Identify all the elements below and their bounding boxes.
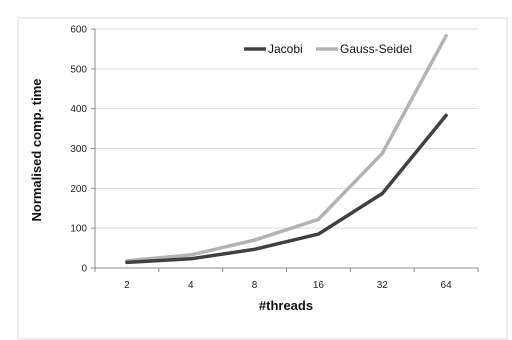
- y-tick-label: 0: [81, 264, 87, 275]
- series-layer: [125, 34, 448, 265]
- x-tick-label: 64: [441, 280, 453, 291]
- x-tick-label: 32: [377, 280, 389, 291]
- series-line-jacobi: [125, 113, 448, 265]
- chart-frame: [17, 17, 508, 340]
- legend-label: Jacobi: [268, 42, 303, 56]
- y-tick-label: 600: [70, 25, 87, 36]
- y-tick-label: 500: [70, 64, 87, 75]
- y-tick-label: 100: [70, 224, 87, 235]
- x-tick-label: 8: [252, 280, 258, 291]
- y-tick-label: 300: [70, 144, 87, 155]
- axes: [91, 28, 479, 272]
- x-tick-label: 2: [124, 280, 130, 291]
- x-tick-label: 4: [188, 280, 194, 291]
- gridlines: [95, 28, 478, 229]
- y-tick-label: 400: [70, 104, 87, 115]
- x-tick-label: 16: [313, 280, 325, 291]
- legend: Jacobi Gauss-Seidel: [244, 42, 412, 56]
- y-tick-label: 200: [70, 184, 87, 195]
- series-line-gauss-seidel: [125, 34, 448, 263]
- x-axis-title: #threads: [259, 298, 313, 313]
- y-axis-title: Normalised comp. time: [29, 78, 44, 221]
- legend-label: Gauss-Seidel: [340, 42, 412, 56]
- tick-labels: 0 100 200 300 400 500 600 2 4 8 16 32 64: [70, 25, 452, 292]
